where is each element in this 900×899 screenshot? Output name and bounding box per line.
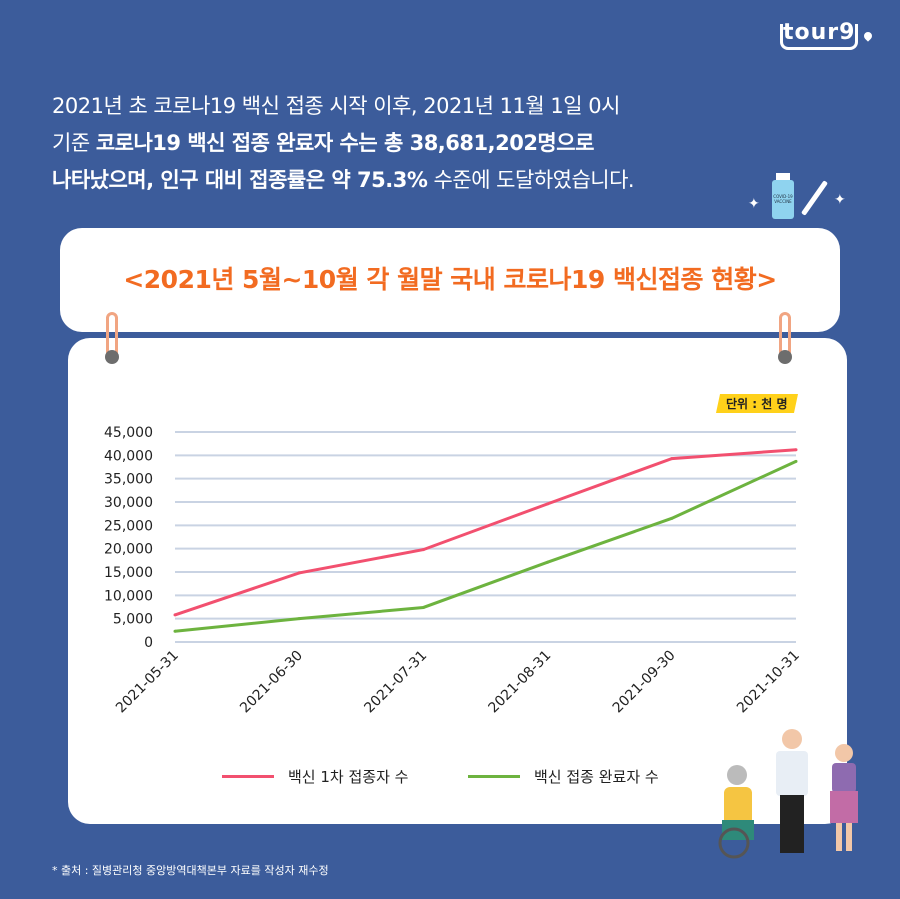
vaccine-vial-icon: COVID-19 VACCINE	[772, 173, 794, 219]
data-point	[794, 459, 798, 463]
title-card: <2021년 5월~10월 각 월말 국내 코로나19 백신접종 현황>	[60, 228, 840, 332]
y-tick-label: 0	[144, 635, 153, 651]
intro-text: 2021년 초 코로나19 백신 접종 시작 이후, 2021년 11월 1일 …	[52, 88, 635, 199]
legend-item-series2: 백신 접종 완료자 수	[468, 766, 659, 787]
data-point	[173, 629, 177, 633]
vial-label: COVID-19 VACCINE	[772, 180, 794, 219]
people-illustration	[718, 729, 858, 859]
y-tick-label: 15,000	[104, 565, 153, 581]
legend-item-series1: 백신 1차 접종자 수	[222, 766, 408, 787]
data-point	[297, 617, 301, 621]
intro-line-3-bold: 나타났으며, 인구 대비 접종률은 약 75.3%	[52, 168, 428, 192]
data-point	[421, 605, 425, 609]
x-tick-label: 2021-08-31	[486, 648, 555, 717]
sparkle-icon: ✦	[748, 196, 760, 212]
y-tick-label: 5,000	[113, 612, 153, 628]
series-line-1	[174, 448, 797, 617]
y-tick-label: 25,000	[104, 518, 153, 534]
intro-line-3: 나타났으며, 인구 대비 접종률은 약 75.3% 수준에 도달하였습니다.	[52, 162, 635, 199]
x-tick-label: 2021-10-31	[734, 648, 803, 717]
data-point	[546, 502, 550, 506]
source-note: * 출처 : 질병관리청 중앙방역대책본부 자료를 작성자 재수정	[52, 864, 329, 877]
intro-line-2-bold: 코로나19 백신 접종 완료자 수는 총 38,681,202명으로	[95, 131, 595, 155]
binder-hole-left	[105, 350, 119, 364]
legend-label: 백신 접종 완료자 수	[534, 768, 659, 786]
data-point	[546, 560, 550, 564]
x-tick-label: 2021-05-31	[113, 648, 182, 717]
y-tick-label: 10,000	[104, 588, 153, 604]
y-tick-label: 35,000	[104, 472, 153, 488]
intro-line-2: 기준 코로나19 백신 접종 완료자 수는 총 38,681,202명으로	[52, 125, 634, 162]
data-point	[670, 516, 674, 520]
data-point	[794, 448, 798, 452]
y-tick-label: 30,000	[104, 495, 153, 511]
data-point	[173, 613, 177, 617]
chart-title: <2021년 5월~10월 각 월말 국내 코로나19 백신접종 현황>	[123, 265, 777, 294]
legend-swatch-pink	[222, 775, 274, 778]
x-tick-label: 2021-07-31	[361, 648, 430, 717]
data-point	[670, 457, 674, 461]
data-point	[297, 571, 301, 575]
data-point	[421, 548, 425, 552]
intro-line-2-plain: 기준	[52, 131, 96, 155]
series-line-2	[174, 460, 797, 633]
y-tick-label: 45,000	[104, 425, 153, 441]
y-tick-label: 20,000	[104, 542, 153, 558]
tour9-logo: tour9	[780, 22, 858, 50]
binder-hole-right	[778, 350, 792, 364]
chart-card	[68, 338, 847, 824]
x-tick-label: 2021-06-30	[237, 648, 306, 717]
intro-line-1: 2021년 초 코로나19 백신 접종 시작 이후, 2021년 11월 1일 …	[52, 94, 620, 118]
sparkle-icon: ✦	[834, 192, 846, 208]
legend-label: 백신 1차 접종자 수	[288, 768, 409, 786]
legend-swatch-green	[468, 775, 520, 778]
intro-line-3-plain: 수준에 도달하였습니다.	[427, 168, 635, 192]
x-tick-label: 2021-09-30	[610, 648, 679, 717]
y-tick-label: 40,000	[104, 448, 153, 464]
